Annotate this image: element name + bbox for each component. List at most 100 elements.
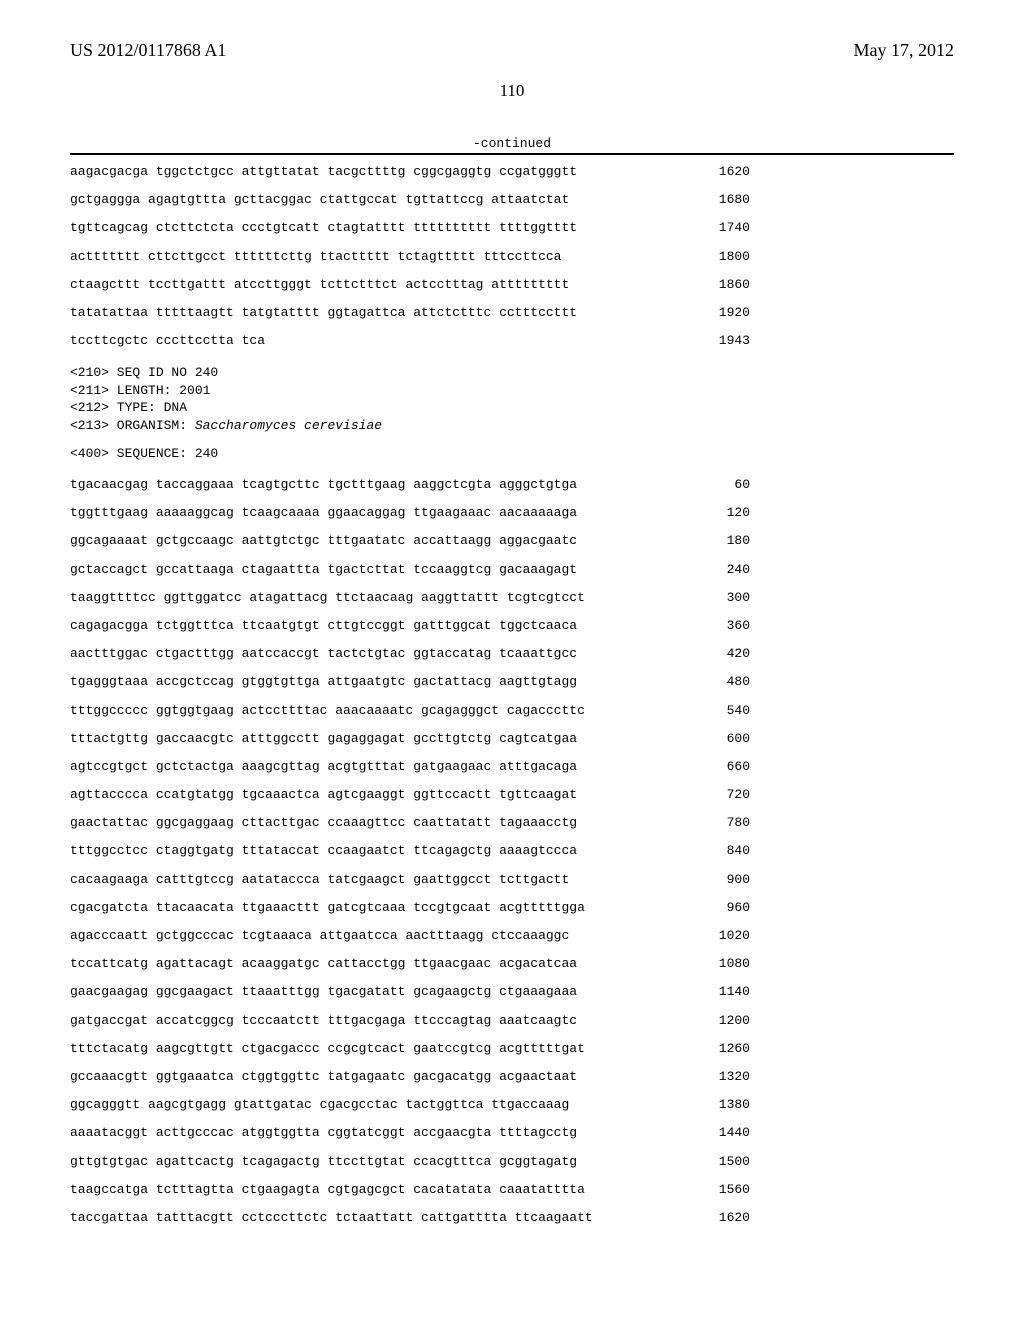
sequence-text: tggtttgaag aaaaaggcag tcaagcaaaa ggaacag… [70, 504, 577, 522]
sequence-row: ggcagaaaat gctgccaagc aattgtctgc tttgaat… [70, 532, 750, 550]
sequence-row: taagccatga tctttagtta ctgaagagta cgtgagc… [70, 1181, 750, 1199]
sequence-row: gatgaccgat accatcggcg tcccaatctt tttgacg… [70, 1012, 750, 1030]
sequence-row: cgacgatcta ttacaacata ttgaaacttt gatcgtc… [70, 899, 750, 917]
sequence-text: taagccatga tctttagtta ctgaagagta cgtgagc… [70, 1181, 585, 1199]
sequence-text: gccaaacgtt ggtgaaatca ctggtggttc tatgaga… [70, 1068, 577, 1086]
sequence-row: tccttcgctc cccttcctta tca1943 [70, 332, 750, 350]
meta-organism: <213> ORGANISM: Saccharomyces cerevisiae [70, 417, 954, 435]
sequence-position: 240 [700, 561, 750, 579]
sequence-text: tttggcctcc ctaggtgatg tttataccat ccaagaa… [70, 842, 577, 860]
continued-label: -continued [70, 136, 954, 151]
sequence-text: tttctacatg aagcgttgtt ctgacgaccc ccgcgtc… [70, 1040, 585, 1058]
sequence-position: 960 [700, 899, 750, 917]
meta-organism-name: Saccharomyces cerevisiae [195, 418, 382, 433]
page-header: US 2012/0117868 A1 May 17, 2012 [70, 40, 954, 61]
publication-date: May 17, 2012 [854, 40, 955, 61]
sequence-position: 1560 [700, 1181, 750, 1199]
sequence-position: 600 [700, 730, 750, 748]
sequence-text: tatatattaa tttttaagtt tatgtatttt ggtagat… [70, 304, 577, 322]
sequence-position: 1380 [700, 1096, 750, 1114]
sequence-position: 120 [700, 504, 750, 522]
sequence-position: 780 [700, 814, 750, 832]
sequence-position: 1620 [700, 1209, 750, 1227]
meta-seq-id: <210> SEQ ID NO 240 [70, 364, 954, 382]
sequence-row: gccaaacgtt ggtgaaatca ctggtggttc tatgaga… [70, 1068, 750, 1086]
sequence-text: aactttggac ctgactttgg aatccaccgt tactctg… [70, 645, 577, 663]
sequence-text: gttgtgtgac agattcactg tcagagactg ttccttg… [70, 1153, 577, 1171]
sequence-text: tccttcgctc cccttcctta tca [70, 332, 265, 350]
sequence-row: tttggccccc ggtggtgaag actccttttac aaacaa… [70, 702, 750, 720]
sequence-row: tgttcagcag ctcttctcta ccctgtcatt ctagtat… [70, 219, 750, 237]
sequence-text: taaggttttcc ggttggatcc atagattacg ttctaa… [70, 589, 585, 607]
page: US 2012/0117868 A1 May 17, 2012 110 -con… [0, 0, 1024, 1320]
sequence-row: ctaagcttt tccttgattt atccttgggt tcttcttt… [70, 276, 750, 294]
sequence-text: gatgaccgat accatcggcg tcccaatctt tttgacg… [70, 1012, 577, 1030]
sequence-position: 1620 [700, 163, 750, 181]
sequence-text: agtccgtgct gctctactga aaagcgttag acgtgtt… [70, 758, 577, 776]
sequence-row: aaaatacggt acttgcccac atggtggtta cggtatc… [70, 1124, 750, 1142]
sequence-row: tccattcatg agattacagt acaaggatgc cattacc… [70, 955, 750, 973]
sequence-text: cacaagaaga catttgtccg aatataccca tatcgaa… [70, 871, 569, 889]
sequence-text: tgagggtaaa accgctccag gtggtgttga attgaat… [70, 673, 577, 691]
sequence-text: tccattcatg agattacagt acaaggatgc cattacc… [70, 955, 577, 973]
sequence-row: cacaagaaga catttgtccg aatataccca tatcgaa… [70, 871, 750, 889]
sequence-row: gttgtgtgac agattcactg tcagagactg ttccttg… [70, 1153, 750, 1171]
meta-organism-prefix: <213> ORGANISM: [70, 418, 195, 433]
sequence-text: gaactattac ggcgaggaag cttacttgac ccaaagt… [70, 814, 577, 832]
sequence-row: gaactattac ggcgaggaag cttacttgac ccaaagt… [70, 814, 750, 832]
sequence-position: 840 [700, 842, 750, 860]
sequence-row: tgacaacgag taccaggaaa tcagtgcttc tgctttg… [70, 476, 750, 494]
sequence-row: tatatattaa tttttaagtt tatgtatttt ggtagat… [70, 304, 750, 322]
sequence-position: 1140 [700, 983, 750, 1001]
sequence-text: tttggccccc ggtggtgaag actccttttac aaacaa… [70, 702, 585, 720]
sequence-text: taccgattaa tatttacgtt cctcccttctc tctaat… [70, 1209, 593, 1227]
sequence-position: 1740 [700, 219, 750, 237]
meta-sequence: <400> SEQUENCE: 240 [70, 445, 954, 463]
sequence-row: tttctacatg aagcgttgtt ctgacgaccc ccgcgtc… [70, 1040, 750, 1058]
sequence-position: 1260 [700, 1040, 750, 1058]
sequence-position: 1020 [700, 927, 750, 945]
sequence-position: 660 [700, 758, 750, 776]
sequence-text: ggcagggtt aagcgtgagg gtattgatac cgacgcct… [70, 1096, 569, 1114]
sequence-text: ggcagaaaat gctgccaagc aattgtctgc tttgaat… [70, 532, 577, 550]
sequence-position: 1500 [700, 1153, 750, 1171]
sequence-text: tgacaacgag taccaggaaa tcagtgcttc tgctttg… [70, 476, 577, 494]
sequence-position: 180 [700, 532, 750, 550]
sequence-position: 1080 [700, 955, 750, 973]
sequence-row: gaacgaagag ggcgaagact ttaaatttgg tgacgat… [70, 983, 750, 1001]
sequence-position: 420 [700, 645, 750, 663]
sequence-row: taaggttttcc ggttggatcc atagattacg ttctaa… [70, 589, 750, 607]
sequence-text: gctaccagct gccattaaga ctagaattta tgactct… [70, 561, 577, 579]
sequence-row: acttttttt cttcttgcct ttttttcttg ttactttt… [70, 248, 750, 266]
sequence-text: acttttttt cttcttgcct ttttttcttg ttactttt… [70, 248, 561, 266]
sequence-position: 480 [700, 673, 750, 691]
sequence-position: 540 [700, 702, 750, 720]
sequence-row: tttactgttg gaccaacgtc atttggcctt gagagga… [70, 730, 750, 748]
sequence-text: agttacccca ccatgtatgg tgcaaactca agtcgaa… [70, 786, 577, 804]
sequence-row: agtccgtgct gctctactga aaagcgttag acgtgtt… [70, 758, 750, 776]
sequence-240-meta: <210> SEQ ID NO 240 <211> LENGTH: 2001 <… [70, 364, 954, 462]
sequence-position: 360 [700, 617, 750, 635]
sequence-position: 1440 [700, 1124, 750, 1142]
sequence-position: 1800 [700, 248, 750, 266]
sequence-row: tttggcctcc ctaggtgatg tttataccat ccaagaa… [70, 842, 750, 860]
sequence-text: gaacgaagag ggcgaagact ttaaatttgg tgacgat… [70, 983, 577, 1001]
sequence-text: tttactgttg gaccaacgtc atttggcctt gagagga… [70, 730, 577, 748]
sequence-text: gctgaggga agagtgttta gcttacggac ctattgcc… [70, 191, 569, 209]
sequence-text: cagagacgga tctggtttca ttcaatgtgt cttgtcc… [70, 617, 577, 635]
sequence-row: agacccaatt gctggcccac tcgtaaaca attgaatc… [70, 927, 750, 945]
page-number: 110 [70, 81, 954, 101]
sequence-row: cagagacgga tctggtttca ttcaatgtgt cttgtcc… [70, 617, 750, 635]
sequence-text: cgacgatcta ttacaacata ttgaaacttt gatcgtc… [70, 899, 585, 917]
sequence-row: tggtttgaag aaaaaggcag tcaagcaaaa ggaacag… [70, 504, 750, 522]
publication-number: US 2012/0117868 A1 [70, 40, 226, 61]
sequence-position: 1920 [700, 304, 750, 322]
rule-top [70, 153, 954, 155]
sequence-row: tgagggtaaa accgctccag gtggtgttga attgaat… [70, 673, 750, 691]
sequence-text: tgttcagcag ctcttctcta ccctgtcatt ctagtat… [70, 219, 577, 237]
sequence-row: ggcagggtt aagcgtgagg gtattgatac cgacgcct… [70, 1096, 750, 1114]
sequence-position: 1320 [700, 1068, 750, 1086]
sequence-position: 1680 [700, 191, 750, 209]
sequence-position: 900 [700, 871, 750, 889]
sequence-text: aaaatacggt acttgcccac atggtggtta cggtatc… [70, 1124, 577, 1142]
